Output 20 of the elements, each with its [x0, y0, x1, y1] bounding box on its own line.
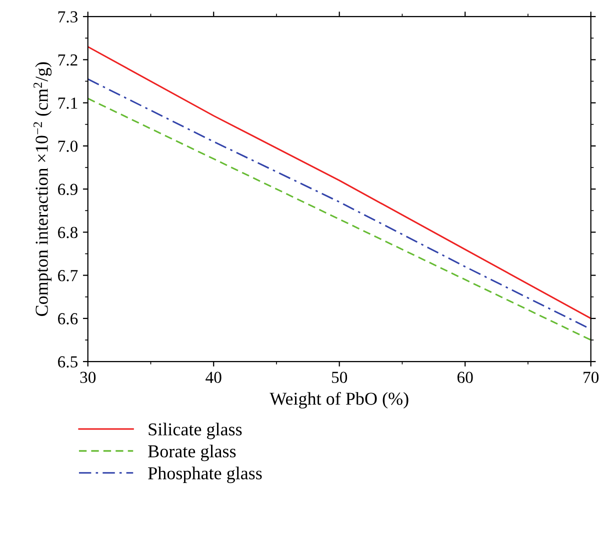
x-tick-label: 30: [80, 372, 96, 384]
y-tick-label: 6.5: [58, 356, 78, 368]
y-tick-label: 7.3: [58, 11, 78, 23]
x-tick-label: 60: [457, 372, 473, 384]
y-tick-label: 6.9: [58, 184, 78, 196]
y-tick-label: 6.8: [58, 226, 78, 238]
y-tick-label: 6.7: [58, 270, 78, 282]
legend-label: Borate glass: [148, 444, 236, 462]
y-tick-label: 6.6: [58, 313, 78, 324]
x-tick-label: 70: [584, 372, 599, 384]
x-tick-label: 50: [332, 372, 348, 384]
legend-label: Phosphate glass: [148, 466, 262, 484]
x-axis-title: Weight of PbO (%): [270, 392, 408, 409]
legend-label: Silicate glass: [148, 422, 242, 440]
y-tick-label: 7.2: [58, 54, 78, 66]
y-axis-title: Compton interaction ×10$^{−2}$ (cm$^{2}$/g): [34, 62, 52, 316]
y-tick-label: 7.1: [58, 98, 78, 109]
line-series: [88, 46, 591, 320]
y-tick-label: 7.0: [58, 140, 78, 152]
x-tick-label: 40: [206, 372, 222, 384]
